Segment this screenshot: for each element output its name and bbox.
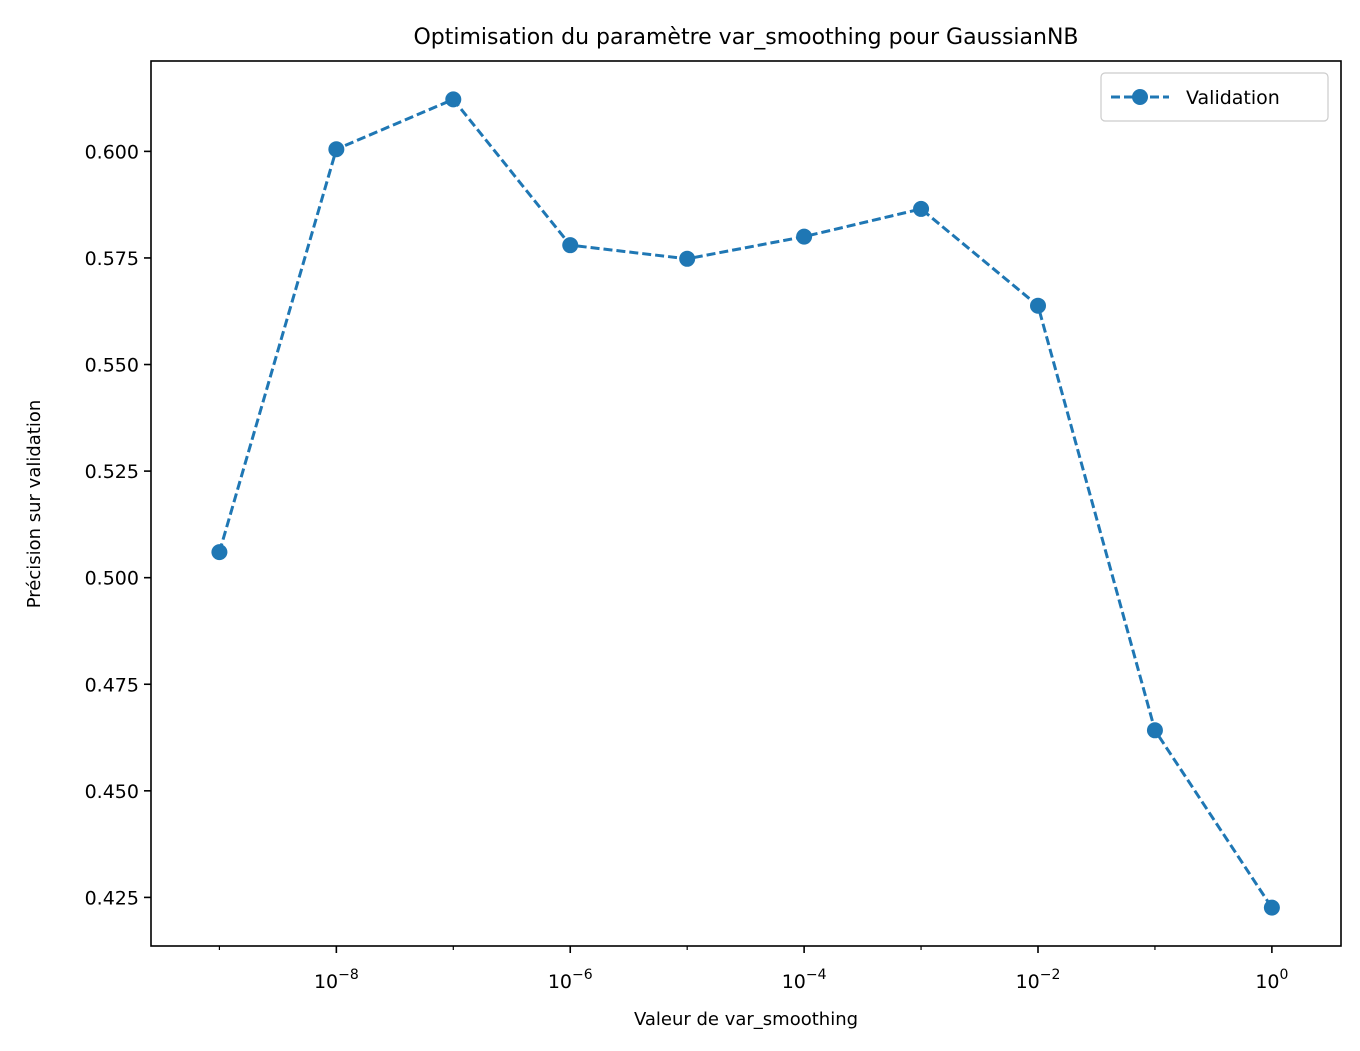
- chart-title: Optimisation du paramètre var_smoothing …: [413, 25, 1078, 50]
- y-tick-label: 0.475: [85, 674, 139, 696]
- data-point: [1263, 899, 1280, 916]
- y-tick-label: 0.500: [85, 568, 139, 590]
- y-axis: 0.425 0.450 0.475 0.500 0.525 0.550 0.575 0.600: [85, 141, 151, 909]
- data-point: [211, 544, 228, 561]
- x-axis-label: Valeur de var_smoothing: [634, 1009, 858, 1030]
- x-tick-label: 10−2: [1016, 967, 1061, 993]
- y-tick-label: 0.450: [85, 781, 139, 803]
- data-point: [445, 91, 462, 108]
- legend-label-validation: Validation: [1186, 87, 1280, 109]
- legend-marker: [1132, 89, 1148, 105]
- series-line-validation: [217, 97, 1274, 909]
- legend: Validation: [1100, 72, 1329, 122]
- data-point: [328, 141, 345, 158]
- y-tick-label: 0.575: [85, 248, 139, 270]
- x-tick-label: 10−8: [314, 967, 359, 993]
- series-layer: [211, 91, 1280, 916]
- x-axis: 10−8 10−6 10−4 10−2 100: [218, 946, 1288, 993]
- plot-area-frame: [150, 60, 1342, 947]
- data-point: [1146, 722, 1163, 739]
- data-point: [562, 237, 579, 254]
- data-point: [913, 200, 930, 217]
- y-tick-label: 0.425: [85, 887, 139, 909]
- y-axis-label: Précision sur validation: [24, 400, 45, 609]
- data-point: [679, 250, 696, 267]
- data-point: [796, 228, 813, 245]
- legend-box: [1100, 72, 1329, 122]
- data-point: [1029, 297, 1046, 314]
- y-tick-label: 0.525: [85, 461, 139, 483]
- x-tick-label: 10−6: [548, 967, 593, 993]
- x-tick-label: 100: [1255, 967, 1288, 993]
- y-tick-label: 0.550: [85, 355, 139, 377]
- y-tick-label: 0.600: [85, 141, 139, 163]
- x-tick-label: 10−4: [782, 967, 827, 993]
